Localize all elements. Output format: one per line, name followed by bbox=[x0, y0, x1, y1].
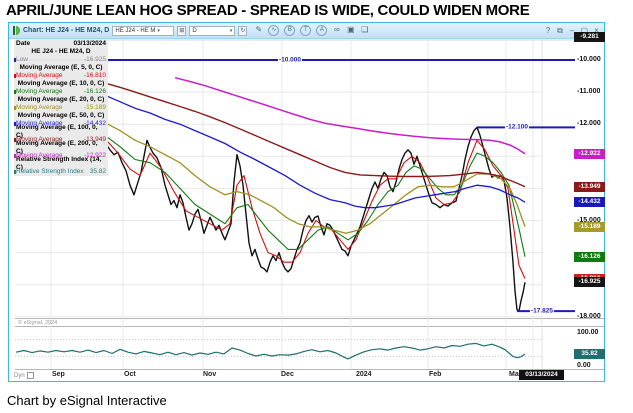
chevron-down-icon: ▾ bbox=[157, 27, 160, 34]
popout-button[interactable]: ⧉ bbox=[557, 25, 563, 35]
chevron-down-icon: ▾ bbox=[229, 27, 233, 34]
legend-row: Relative Strength Index 35.82 bbox=[14, 168, 106, 176]
legend-row: Moving Average (E, 20, 0, C) bbox=[17, 96, 105, 103]
legend-color-chip bbox=[14, 74, 16, 78]
axis-tick-label: 100.00 bbox=[577, 329, 599, 336]
legend-row: Moving Average -15.189 bbox=[14, 104, 106, 112]
dyn-label: Dyn bbox=[14, 372, 25, 379]
symbol-list-button[interactable]: ⊞ bbox=[177, 25, 187, 36]
wave-tool-icon[interactable]: ∿ bbox=[268, 25, 280, 36]
price-badge: -15.189 bbox=[574, 221, 605, 232]
legend-item-value: -13.949 bbox=[83, 136, 106, 143]
legend-row: Moving Average -16.126 bbox=[14, 88, 106, 96]
link-tool-icon[interactable]: ∞ bbox=[334, 25, 340, 34]
legend-item-name: Relative Strength Index bbox=[16, 168, 84, 175]
legend-item-name: Moving Average bbox=[16, 136, 63, 143]
legend-color-chip bbox=[14, 106, 16, 110]
legend-color-chip bbox=[14, 58, 16, 62]
window-controls: ? ⧉ – ▢ × bbox=[544, 26, 600, 36]
symbol-combo-value: HE J24 - HE M bbox=[115, 27, 156, 34]
note-tool-icon[interactable]: ▣ bbox=[347, 25, 355, 34]
legend-color-chip bbox=[14, 170, 16, 174]
legend-item-name: Moving Average bbox=[16, 120, 63, 127]
month-label-Mar: Mar bbox=[509, 371, 522, 378]
legend-item-value: -16.810 bbox=[83, 72, 106, 79]
legend-row: Date 03/13/2024 bbox=[16, 40, 106, 48]
window-titlebar: Chart: HE J24 - HE M24, D HE J24 - HE M … bbox=[9, 23, 604, 39]
legend-row: Relative Strength Index (14, C) bbox=[16, 156, 102, 171]
help-button[interactable]: ? bbox=[545, 25, 551, 35]
minimize-button[interactable]: – bbox=[569, 25, 575, 35]
symbol-combo[interactable]: HE J24 - HE M ▾ bbox=[112, 25, 175, 36]
axis-tick-label: -10.000 bbox=[577, 56, 601, 63]
month-label-Sep: Sep bbox=[52, 371, 65, 378]
interval-history-button[interactable]: ↻ bbox=[238, 25, 248, 36]
legend-row: Moving Average -13.949 bbox=[14, 136, 106, 144]
window-title: Chart: HE J24 - HE M24, D bbox=[23, 27, 110, 34]
legend-row: Moving Average (E, 10, 0, C) bbox=[17, 80, 105, 87]
month-label-Feb: Feb bbox=[429, 371, 442, 378]
page-title: APRIL/JUNE LEAN HOG SPREAD - SPREAD IS W… bbox=[6, 2, 530, 19]
legend-item-value: -16.925 bbox=[83, 56, 106, 63]
attribution-caption: Chart by eSignal Interactive bbox=[7, 393, 167, 408]
dyn-icon bbox=[26, 372, 34, 379]
trendline-label[interactable]: -12.100 bbox=[504, 123, 530, 131]
price-badge: -12.922 bbox=[574, 148, 605, 159]
interval-combo[interactable]: D ▾ bbox=[189, 25, 236, 36]
axis-tick-label: -18.000 bbox=[577, 312, 601, 320]
legend-item-value: 35.82 bbox=[89, 168, 106, 175]
legend-row: HE J24 - HE M24, D bbox=[31, 48, 91, 55]
price-badge: -9.281 bbox=[574, 31, 605, 42]
pencil-tool-icon[interactable]: ✎ bbox=[255, 25, 263, 34]
price-badge: -16.126 bbox=[574, 251, 605, 262]
axis-tick-label: 0.00 bbox=[577, 362, 591, 369]
legend-row: Moving Average (E, 200, 0, C) bbox=[16, 140, 98, 155]
t-tool-icon[interactable]: T bbox=[300, 25, 312, 36]
month-label-2024: 2024 bbox=[356, 371, 372, 378]
last-date-badge: 03/13/2024 bbox=[519, 370, 564, 380]
axis-tick-label: -11.000 bbox=[577, 88, 601, 96]
legend-row: Moving Average (E, 5, 0, C) bbox=[19, 64, 103, 71]
legend-row: Low -16.925 bbox=[14, 56, 106, 64]
legend-item-value: 03/13/2024 bbox=[73, 40, 106, 47]
month-label-Dec: Dec bbox=[281, 371, 294, 378]
month-label-Oct: Oct bbox=[124, 371, 136, 378]
price-badge: -16.925 bbox=[574, 277, 605, 288]
b-tool-icon[interactable]: B bbox=[284, 25, 296, 36]
indicator-legend-panel[interactable]: Date 03/13/2024 HE J24 - HE M24, D Low -16.9… bbox=[14, 40, 108, 176]
legend-color-chip bbox=[14, 90, 16, 94]
month-label-Nov: Nov bbox=[203, 371, 217, 378]
dyn-toggle[interactable]: Dyn bbox=[14, 372, 34, 379]
trendline-label[interactable]: -17.825 bbox=[529, 307, 555, 315]
maximize-button[interactable]: ▢ bbox=[580, 25, 588, 35]
toolbar: ✎ ∿ B T A ∞ ▣ ❏ bbox=[254, 25, 369, 36]
legend-item-value: -16.126 bbox=[83, 88, 106, 95]
legend-item-name: Moving Average bbox=[16, 104, 63, 111]
legend-color-chip bbox=[14, 138, 16, 142]
legend-row: Moving Average -16.810 bbox=[14, 72, 106, 80]
price-badge: -14.432 bbox=[574, 197, 605, 208]
legend-item-name: Moving Average bbox=[16, 152, 63, 159]
close-button[interactable]: × bbox=[594, 25, 599, 35]
chat-tool-icon[interactable]: ❏ bbox=[361, 25, 369, 34]
copyright-note: © eSignal, 2024 bbox=[18, 320, 58, 326]
price-badge: 35.82 bbox=[574, 348, 605, 359]
legend-item-name: Moving Average bbox=[16, 88, 63, 95]
legend-item-name: Date bbox=[16, 40, 31, 47]
axis-tick-label: -12.000 bbox=[577, 120, 601, 128]
legend-item-value: -15.189 bbox=[83, 104, 106, 111]
legend-row: Moving Average (E, 50, 0, C) bbox=[17, 112, 105, 119]
legend-item-value: -12.922 bbox=[83, 152, 106, 159]
a-tool-icon[interactable]: A bbox=[316, 25, 328, 36]
price-badge: -13.949 bbox=[574, 181, 605, 192]
axis-tick-label: -15.000 bbox=[577, 216, 601, 224]
legend-item-value: -14.432 bbox=[83, 120, 106, 127]
legend-item-name: Moving Average bbox=[16, 72, 63, 79]
trendline-label[interactable]: -10.000 bbox=[277, 56, 303, 64]
esignal-chart-icon bbox=[13, 26, 20, 35]
interval-combo-value: D bbox=[192, 27, 197, 34]
legend-row: Moving Average (E, 100, 0, C) bbox=[16, 124, 98, 139]
legend-item-name: Low bbox=[16, 56, 28, 63]
